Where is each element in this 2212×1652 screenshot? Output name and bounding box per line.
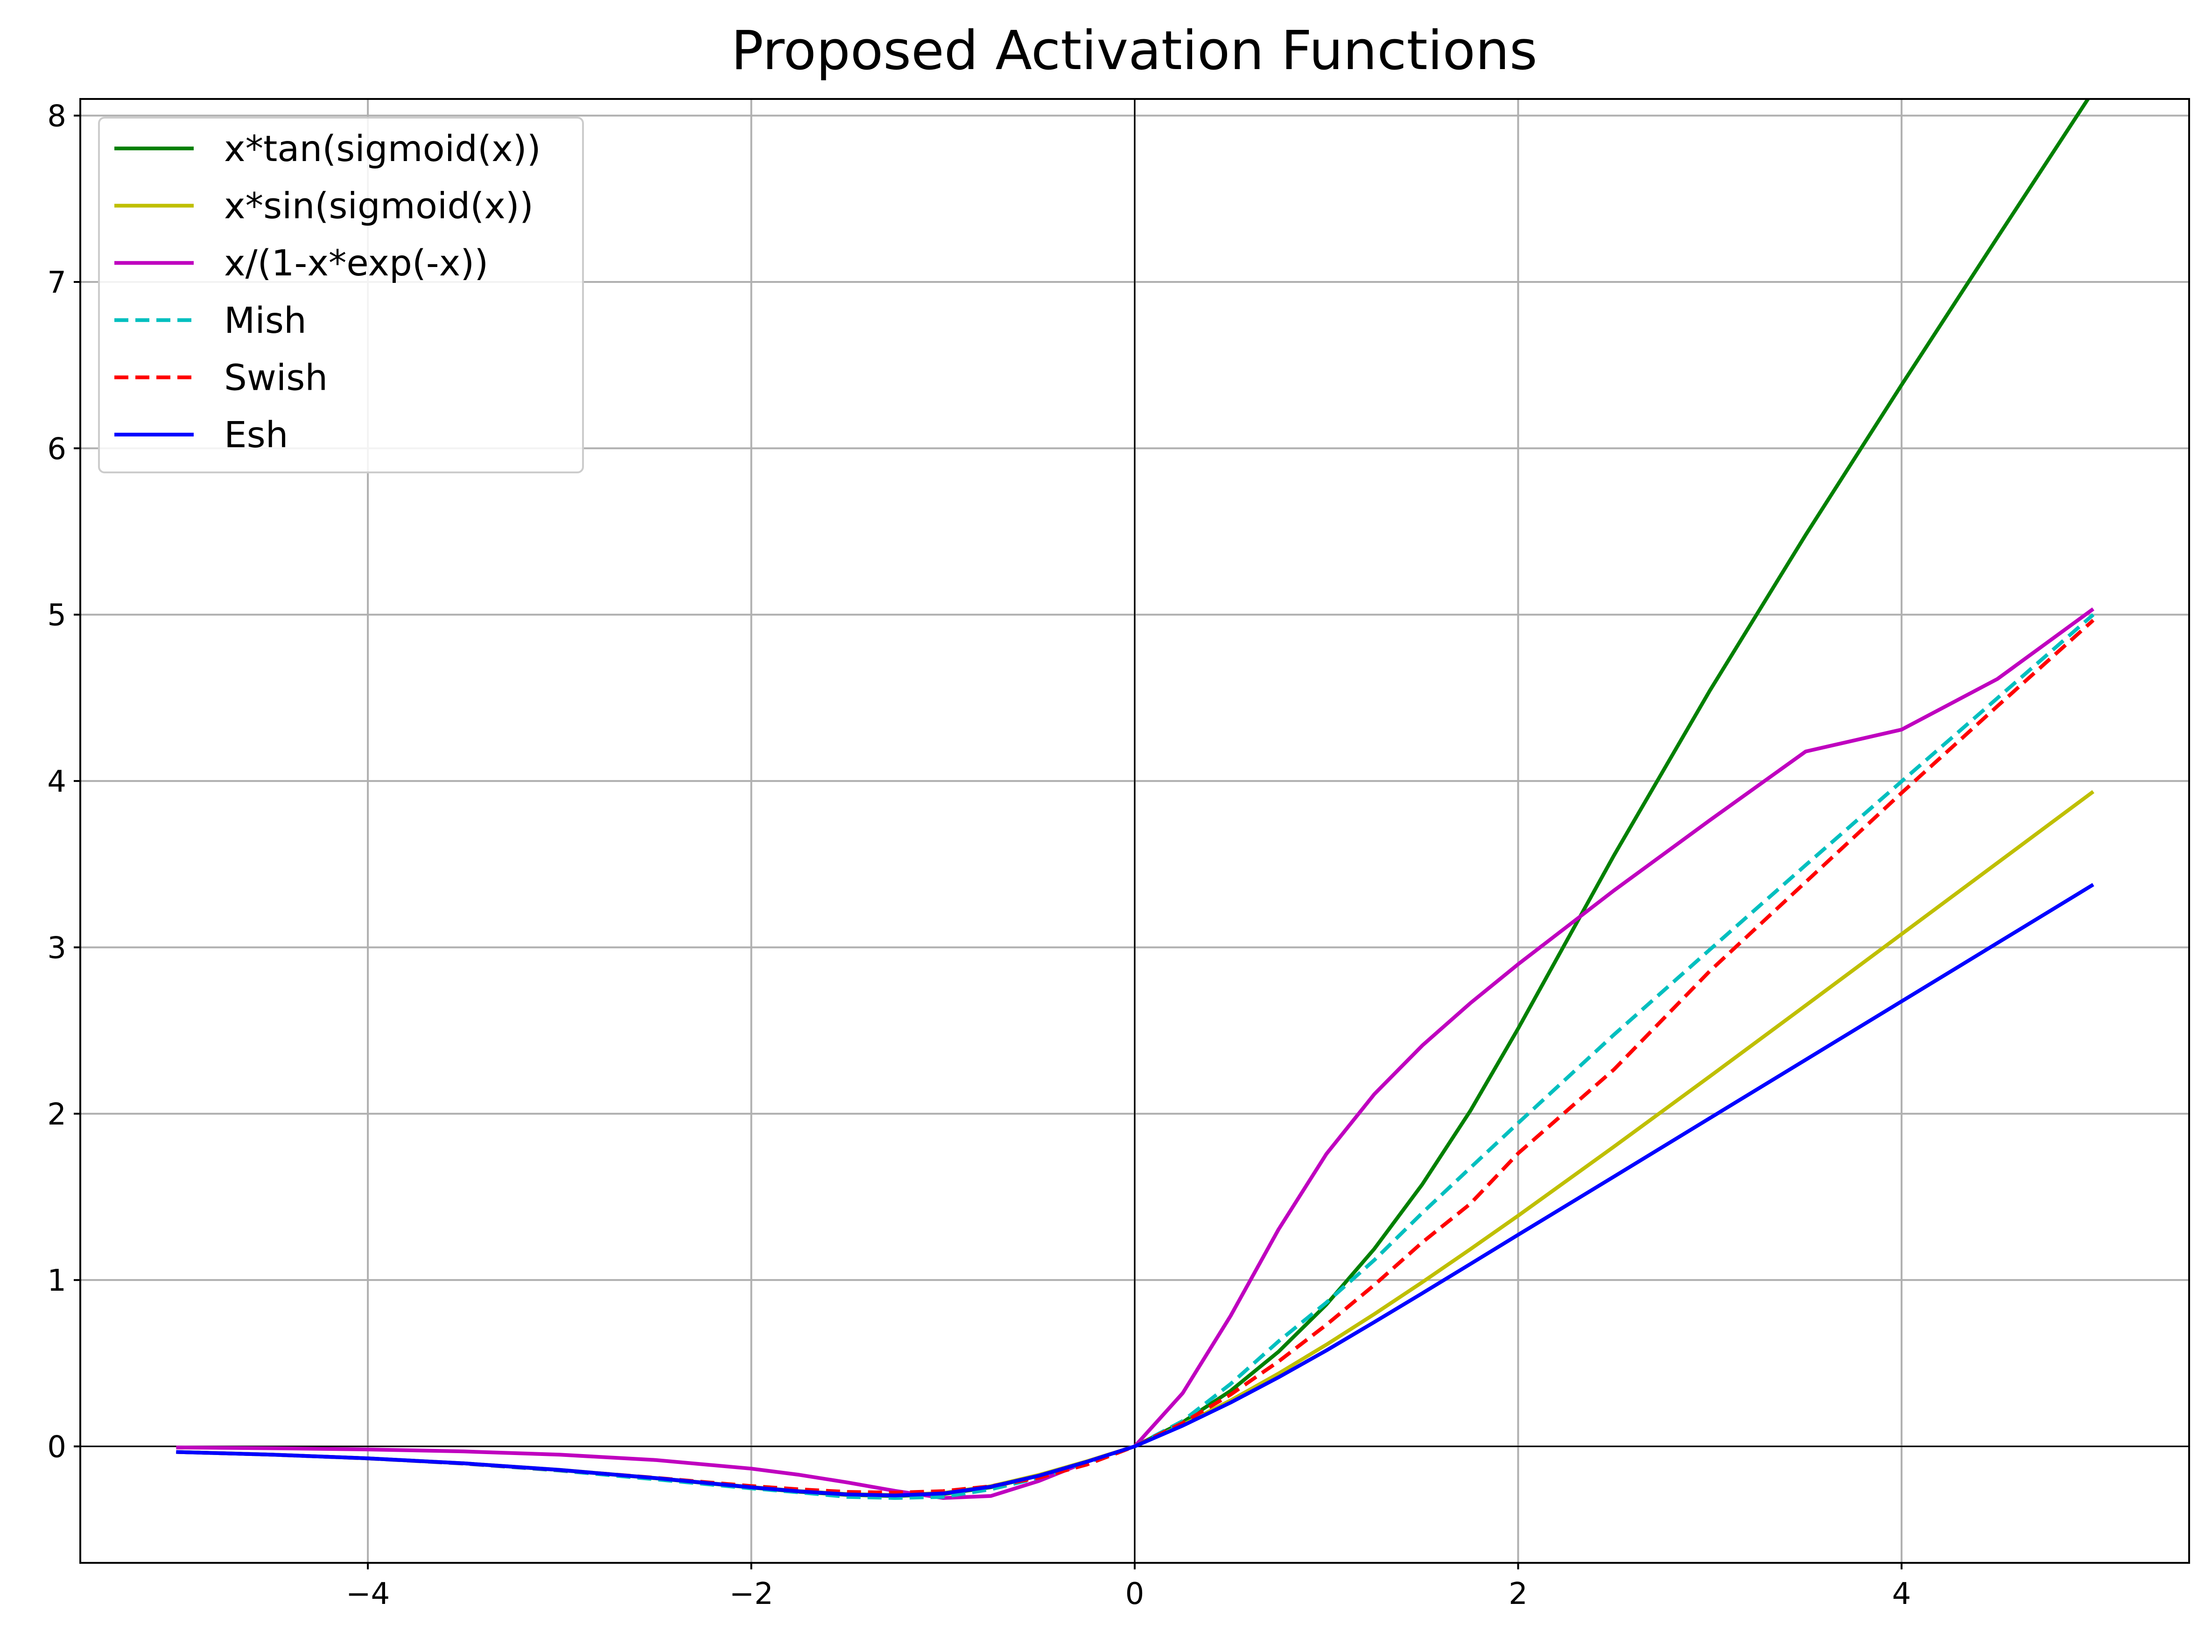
x-tick-label: 0: [1125, 1577, 1145, 1611]
y-tick-label: 2: [47, 1097, 66, 1132]
legend: x*tan(sigmoid(x)) x*sin(sigmoid(x)) x/(1-x…: [98, 117, 584, 473]
legend-label: x*sin(sigmoid(x)): [224, 186, 534, 227]
chart-title: Proposed Activation Functions: [731, 20, 1537, 82]
x-tick-label: −2: [729, 1577, 773, 1611]
series-line-6: [176, 883, 2094, 1497]
x-tick-label: −4: [346, 1577, 390, 1611]
legend-label: Esh: [224, 415, 288, 456]
legend-label: Mish: [224, 300, 307, 342]
x-tick-label: 4: [1892, 1577, 1911, 1611]
y-tick-label: 6: [47, 432, 66, 466]
legend-label: x*tan(sigmoid(x)): [224, 128, 541, 170]
legend-label: Swish: [224, 357, 328, 399]
legend-label: x/(1-x*exp(-x)): [224, 243, 488, 284]
x-axis-ticks: −4 −2 0 2 4: [346, 1563, 1911, 1611]
legend-box: [98, 117, 584, 473]
y-tick-label: 4: [47, 765, 66, 799]
y-tick-label: 8: [47, 99, 66, 134]
y-axis-ticks: 0 1 2 3 4 5 6 7 8: [47, 99, 80, 1465]
y-tick-label: 5: [47, 598, 66, 633]
series-lines: [176, 99, 2095, 1500]
y-tick-label: 7: [47, 266, 66, 300]
y-tick-label: 0: [47, 1430, 66, 1465]
x-tick-label: 2: [1509, 1577, 1528, 1611]
y-tick-label: 3: [47, 931, 66, 965]
y-tick-label: 1: [47, 1264, 66, 1298]
